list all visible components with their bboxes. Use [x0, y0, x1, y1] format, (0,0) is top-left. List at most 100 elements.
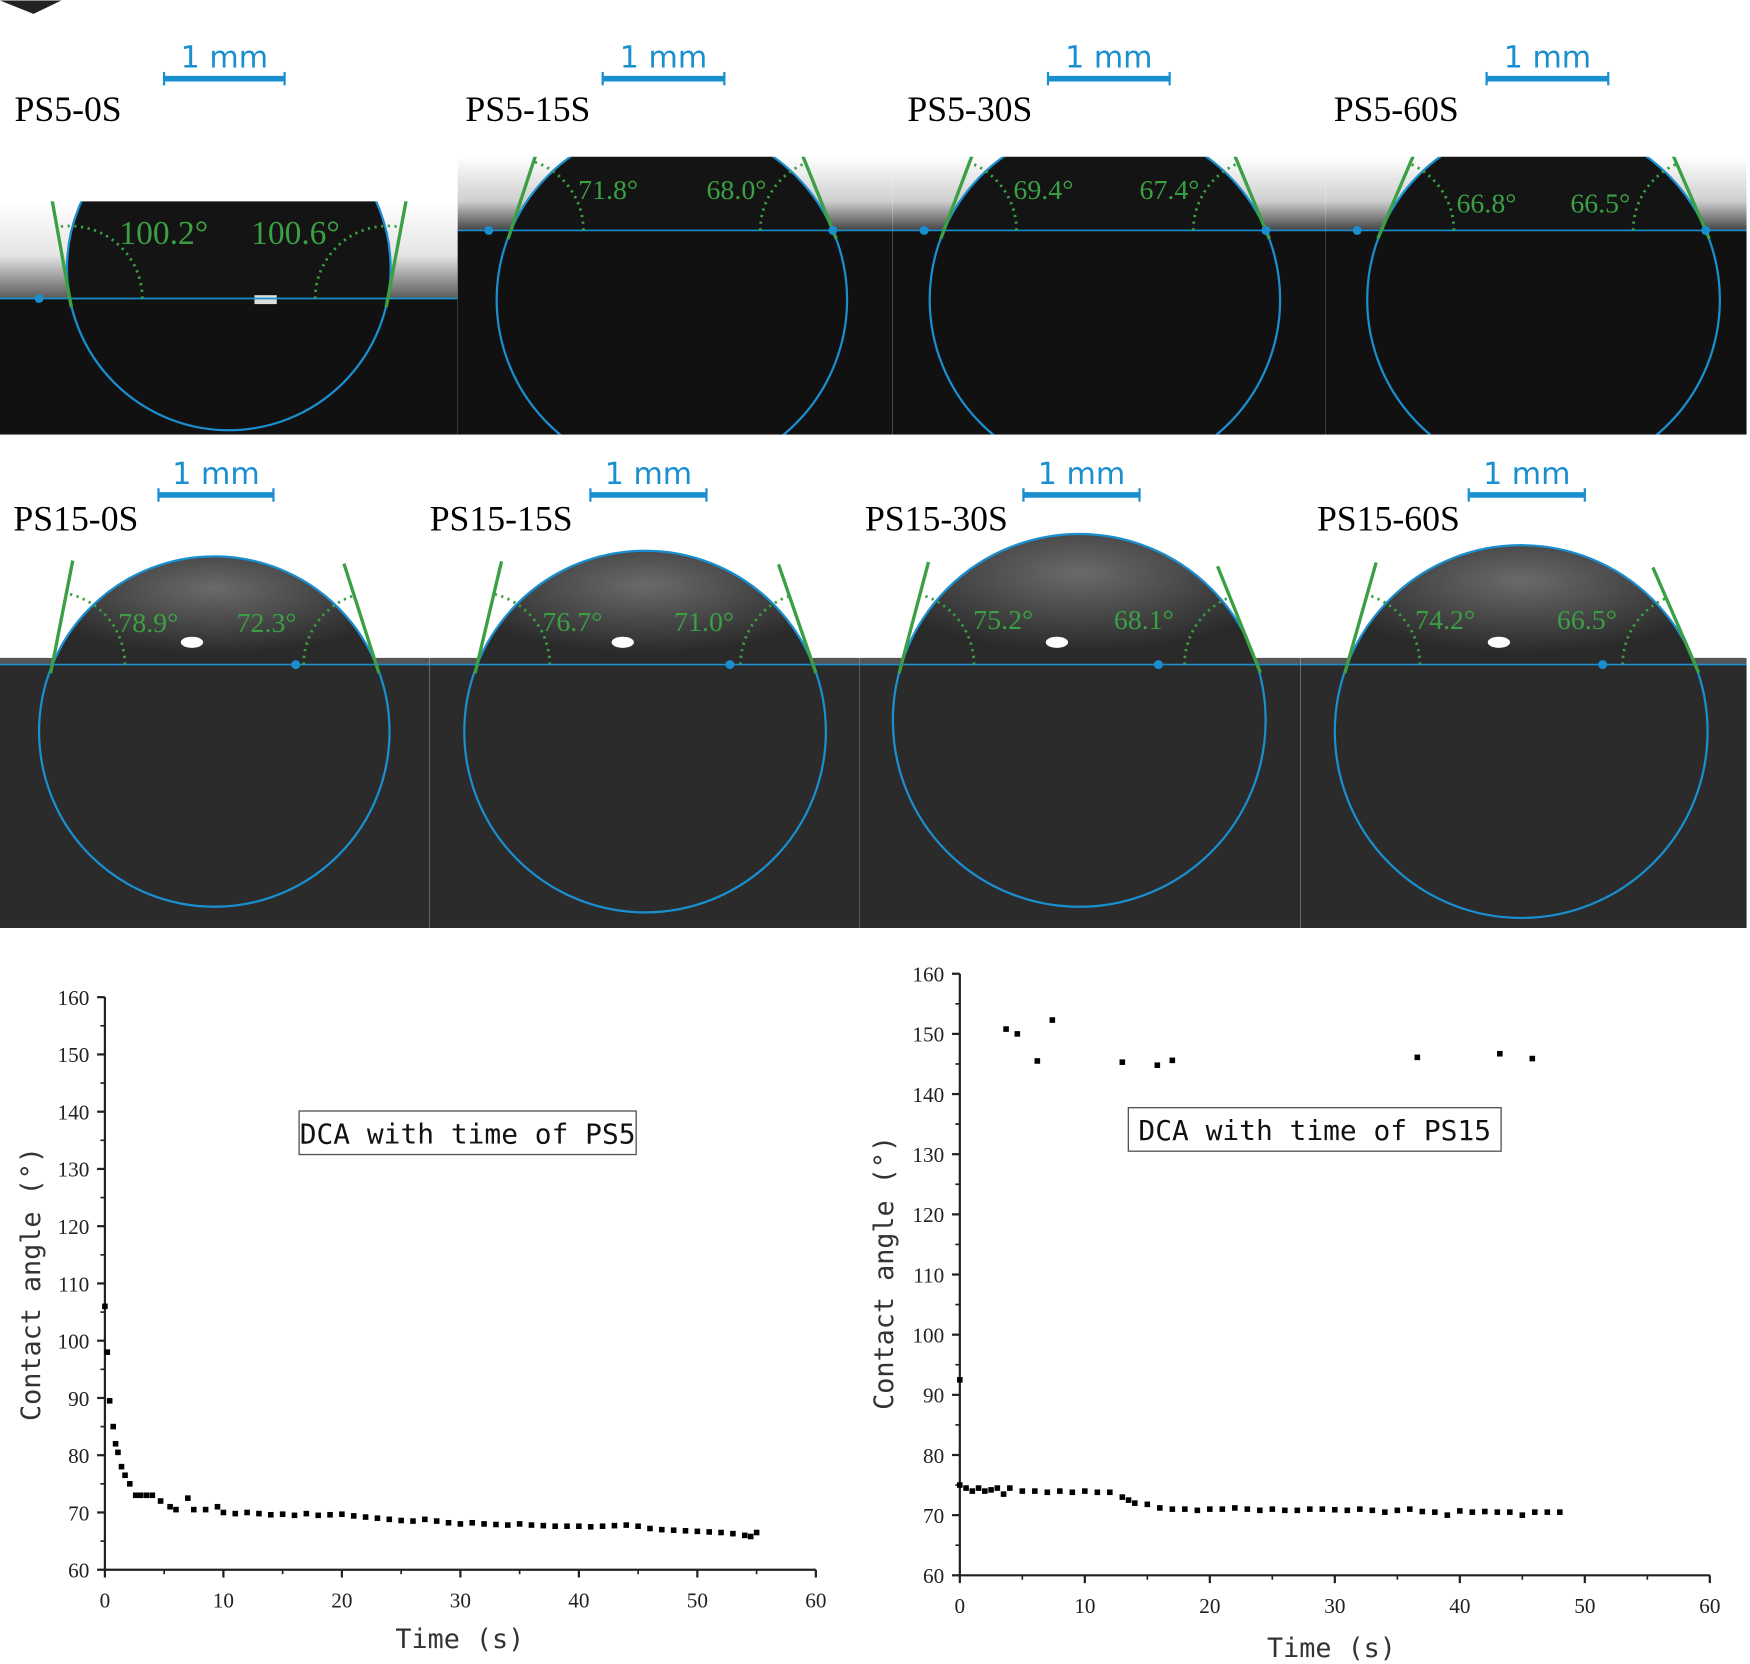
data-point [1157, 1505, 1163, 1511]
corner-artifact [0, 0, 62, 14]
right-tangent-line [776, 563, 818, 674]
reflection-highlight [1045, 636, 1069, 648]
left-angle-arc [919, 593, 976, 665]
data-point [706, 1529, 712, 1535]
right-contact-angle: 68.0° [706, 175, 766, 206]
data-point [1132, 1500, 1138, 1506]
data-point [268, 1511, 274, 1518]
reflection-highlight [254, 295, 277, 305]
data-point [1414, 1054, 1421, 1061]
data-point [481, 1521, 487, 1527]
right-contact-angle: 68.1° [1114, 605, 1174, 636]
data-point [422, 1516, 428, 1523]
droplet [510, 156, 833, 231]
panel-image [429, 435, 860, 928]
data-point [106, 1398, 113, 1404]
left-tangent-line [50, 201, 74, 308]
data-point [350, 1513, 357, 1519]
x-tick-label: 30 [450, 1589, 471, 1613]
contact-marker [828, 225, 838, 235]
right-tangent-line [1671, 156, 1711, 240]
data-point [256, 1510, 262, 1517]
droplet-panel: 100.2° 100.6° PS5-0S 1 mm [0, 40, 458, 435]
y-tick-label: 90 [923, 1384, 944, 1408]
x-tick-label: 20 [1199, 1594, 1220, 1618]
x-tick-label: 40 [1449, 1594, 1470, 1618]
droplet [477, 550, 814, 665]
chart-title-box [1127, 1107, 1502, 1152]
baseline-marker [291, 660, 301, 670]
chart-title: DCA with time of PS5 [300, 1117, 636, 1150]
data-point [1169, 1057, 1176, 1064]
data-point [127, 1481, 133, 1487]
y-tick-label: 80 [68, 1444, 89, 1468]
data-point [469, 1519, 476, 1526]
substrate [892, 230, 1326, 435]
data-point [214, 1503, 221, 1510]
data-point [1232, 1505, 1238, 1511]
data-point [957, 1482, 963, 1488]
y-tick-label: 130 [912, 1143, 944, 1167]
right-tangent-line [1215, 565, 1262, 674]
scale-bar-label: 1 mm [181, 40, 268, 75]
data-point [1394, 1507, 1401, 1514]
sample-label: PS15-60S [1317, 499, 1460, 539]
data-point [1003, 1026, 1009, 1032]
data-point [1369, 1507, 1376, 1514]
data-point [104, 1349, 111, 1355]
data-point [969, 1488, 976, 1494]
data-point [1507, 1509, 1513, 1515]
data-point [291, 1512, 298, 1519]
baseline-marker [1352, 225, 1362, 235]
panel-image [0, 435, 430, 928]
data-point [220, 1509, 227, 1516]
data-point [1034, 1058, 1041, 1064]
data-point [167, 1503, 173, 1510]
fit-circle [463, 549, 828, 914]
sample-label: PS5-15S [465, 89, 590, 129]
data-point [303, 1510, 310, 1517]
data-point [1497, 1050, 1503, 1057]
data-point [504, 1522, 511, 1528]
x-tick-label: 0 [100, 1589, 111, 1613]
y-tick-label: 80 [923, 1444, 944, 1468]
droplet [66, 201, 391, 299]
left-contact-angle: 66.8° [1456, 189, 1516, 220]
data-point [982, 1488, 988, 1494]
scatter-chart: 60 70 80 90 100 110 120 130 140 150 160 0 10 20 30 40 50… [16, 986, 826, 1655]
contact-marker [1261, 225, 1271, 235]
y-tick-label: 140 [912, 1083, 944, 1107]
y-tick-label: 70 [68, 1501, 89, 1525]
substrate [1325, 230, 1747, 435]
y-tick-label: 60 [923, 1564, 944, 1588]
chart-title-box [298, 1110, 637, 1156]
data-point [994, 1485, 1001, 1491]
left-angle-arc [66, 592, 127, 665]
data-point [1144, 1501, 1151, 1508]
data-point [190, 1506, 197, 1513]
fit-circle [891, 532, 1267, 908]
left-tangent-line [939, 156, 974, 240]
droplet-panel: 71.8° 68.0° PS5-15S 1 mm [457, 40, 893, 435]
droplet-panel: 78.9° 72.3° PS15-0S 1 mm [0, 435, 430, 928]
scale-bar-label: 1 mm [172, 457, 259, 492]
sample-label: PS5-60S [1334, 89, 1459, 129]
data-point [410, 1518, 416, 1524]
y-tick-label: 160 [912, 963, 944, 987]
contact-marker [1701, 225, 1711, 235]
right-contact-angle: 100.6° [251, 215, 340, 252]
data-point [694, 1528, 701, 1535]
data-point [1482, 1508, 1488, 1515]
data-point [1244, 1506, 1251, 1512]
data-point [122, 1472, 128, 1479]
data-point [540, 1522, 547, 1529]
y-tick-label: 140 [58, 1101, 90, 1125]
left-tangent-line [1343, 562, 1378, 674]
data-point [1194, 1507, 1201, 1514]
x-tick-label: 10 [1074, 1594, 1095, 1618]
x-tick-label: 50 [1574, 1594, 1595, 1618]
left-tangent-line [473, 561, 504, 674]
x-tick-label: 0 [955, 1594, 966, 1618]
right-contact-angle: 72.3° [237, 608, 297, 639]
